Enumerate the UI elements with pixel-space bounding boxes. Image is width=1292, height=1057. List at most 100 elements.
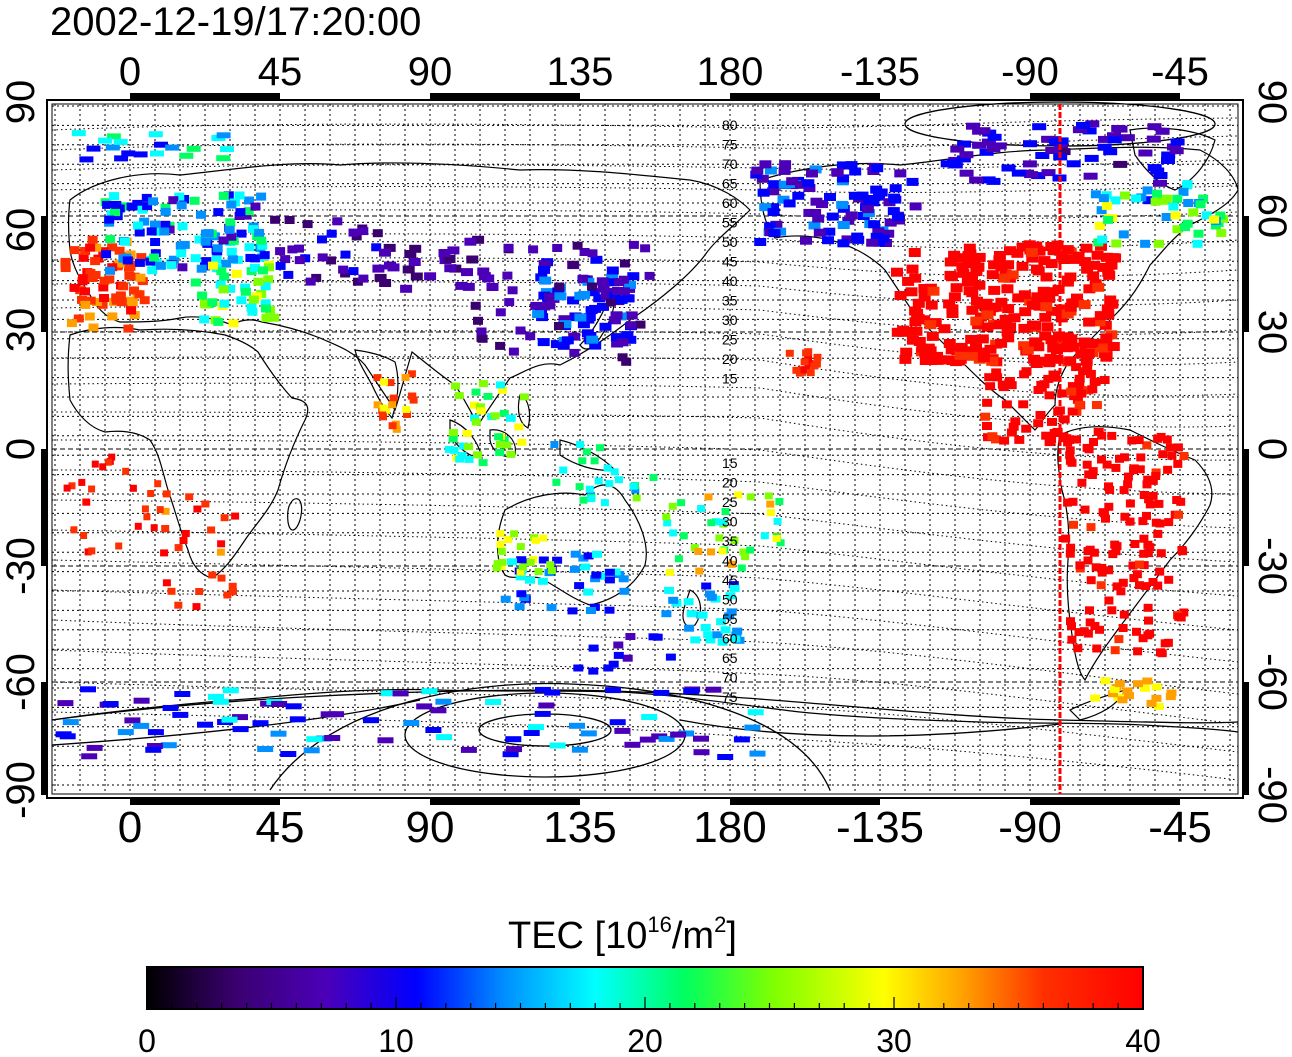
tec-data-patch (574, 582, 585, 590)
tec-data-patch (1107, 136, 1122, 144)
tec-data-patch (243, 207, 254, 216)
tec-data-patch (1094, 221, 1105, 230)
tec-data-patch (285, 703, 302, 710)
tec-data-patch (1097, 262, 1110, 272)
tec-data-patch (1139, 684, 1150, 692)
tec-data-patch (1146, 135, 1161, 143)
tec-data-patch (1096, 581, 1106, 590)
tec-data-patch (916, 343, 929, 353)
tec-data-patch (837, 174, 850, 183)
tec-data-patch (515, 573, 526, 581)
tec-data-patch (899, 354, 912, 364)
tec-data-patch (586, 335, 599, 344)
tec-data-patch (559, 466, 568, 474)
tec-data-patch (107, 243, 118, 252)
tec-data-patch (123, 324, 134, 333)
tec-data-patch (1170, 211, 1181, 220)
tec-data-patch (1123, 480, 1133, 489)
tec-data-patch (965, 334, 978, 344)
tec-data-patch (1011, 169, 1026, 177)
tec-data-patch (1032, 342, 1045, 352)
tec-data-patch (1067, 458, 1077, 467)
tec-data-patch (192, 603, 201, 611)
tec-data-patch (1006, 270, 1019, 280)
tec-data-patch (982, 422, 992, 430)
tec-data-patch (1113, 125, 1128, 133)
tec-data-patch (1101, 514, 1110, 523)
tec-data-patch (1119, 191, 1130, 200)
tec-data-patch (549, 742, 566, 749)
tec-data-patch (1112, 582, 1122, 591)
tec-data-patch (270, 730, 287, 737)
lat-tick-right: 60 (1250, 194, 1292, 239)
tec-data-patch (125, 260, 136, 269)
tec-data-patch (1004, 246, 1016, 256)
tec-data-patch (1054, 137, 1069, 145)
tec-data-patch (1166, 689, 1177, 697)
tec-data-patch (963, 243, 976, 253)
tec-data-patch (1107, 431, 1117, 440)
tec-data-patch (236, 229, 247, 238)
tec-data-patch (160, 207, 171, 216)
tec-data-patch (552, 287, 565, 296)
tec-data-patch (731, 631, 742, 639)
tec-data-patch (717, 754, 734, 760)
contour-label-south: 30 (722, 514, 738, 530)
tec-data-patch (485, 699, 502, 705)
tec-data-patch (222, 687, 239, 694)
tec-data-patch (139, 296, 150, 305)
tec-data-patch (1139, 491, 1149, 499)
tec-data-patch (199, 315, 210, 324)
tec-data-patch (150, 524, 158, 532)
tec-data-patch (1031, 172, 1046, 180)
tec-data-patch (407, 370, 416, 378)
tec-data-patch (822, 236, 834, 245)
tec-data-patch (495, 341, 506, 350)
tec-data-patch (462, 282, 475, 291)
tec-data-patch (988, 285, 1001, 295)
tec-data-patch (626, 321, 637, 330)
tec-data-patch (690, 544, 699, 552)
tec-data-patch (250, 202, 261, 211)
tec-data-patch (231, 512, 240, 520)
tec-data-patch (1135, 581, 1144, 590)
tec-data-patch (379, 413, 387, 421)
tec-data-patch (605, 687, 622, 694)
tec-data-patch (1107, 132, 1121, 140)
tec-data-patch (532, 310, 545, 319)
tec-data-patch (1006, 381, 1017, 390)
tec-data-patch (114, 259, 125, 268)
tec-data-patch (221, 259, 232, 268)
tec-data-patch (1114, 635, 1124, 644)
tec-data-patch (113, 138, 128, 145)
lat-tick-right: -60 (1250, 653, 1292, 711)
tec-data-patch (1084, 154, 1099, 162)
tec-data-patch (1144, 495, 1154, 504)
tec-data-patch (1153, 172, 1168, 179)
tec-data-patch (1086, 523, 1096, 532)
tec-data-patch (154, 141, 168, 148)
tec-data-patch (905, 287, 918, 297)
tec-data-patch (658, 735, 675, 742)
tec-data-patch (160, 549, 169, 557)
tec-data-patch (546, 604, 557, 612)
tec-data-patch (516, 543, 525, 551)
tec-data-patch (105, 144, 120, 151)
tec-data-patch (1056, 148, 1071, 156)
tec-data-patch (683, 598, 694, 606)
tec-data-patch (459, 442, 469, 450)
tec-data-patch (544, 292, 555, 301)
tec-data-patch (68, 482, 76, 490)
tec-data-patch (348, 228, 359, 237)
tec-data-patch (1112, 542, 1122, 551)
tec-data-patch (649, 474, 658, 481)
tec-data-patch (1026, 253, 1039, 263)
tec-data-patch (1090, 622, 1100, 630)
tec-data-patch (852, 235, 865, 244)
tec-data-patch (945, 272, 958, 282)
tec-data-patch (973, 280, 986, 290)
tec-data-patch (326, 229, 337, 238)
tec-data-patch (190, 254, 201, 263)
tec-data-patch (705, 636, 716, 644)
tec-data-patch (1066, 160, 1081, 168)
